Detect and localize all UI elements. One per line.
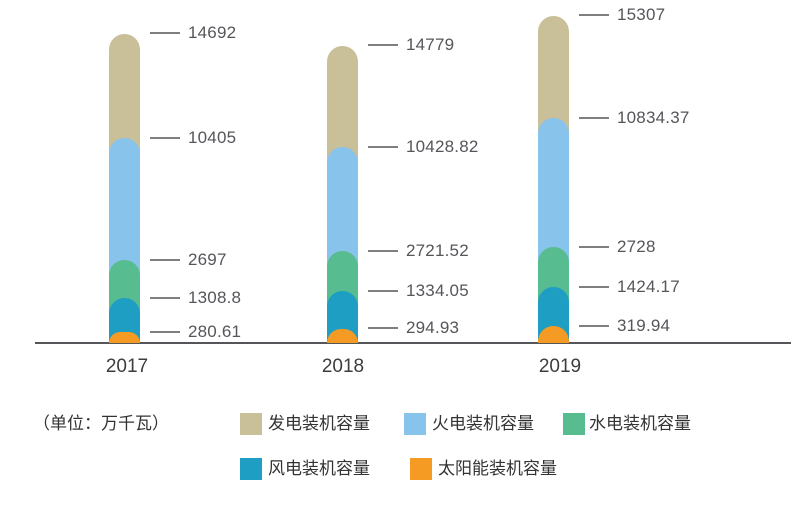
legend-swatch-wind [240,458,262,480]
value-hydro-2019: 2728 [617,237,656,256]
value-hydro-2017: 2697 [188,250,227,269]
tick-wind-2019 [579,286,609,288]
bar-segment-solar-2018 [327,329,358,343]
tick-solar-2017 [150,331,180,333]
unit-label: （单位：万千瓦） [33,414,169,433]
value-total-2017: 14692 [188,23,237,42]
bar-segment-solar-2019 [538,326,569,343]
year-label-2018: 2018 [321,356,365,377]
value-total-2019: 15307 [617,5,666,24]
value-solar-2019: 319.94 [617,316,671,335]
value-solar-2017: 280.61 [188,322,242,341]
x-axis-line [35,342,791,344]
tick-total-2019 [579,14,609,16]
tick-total-2018 [368,44,398,46]
tick-thermal-2019 [579,117,609,119]
legend-label-total: 发电装机容量 [268,414,370,433]
tick-total-2017 [150,32,180,34]
value-wind-2017: 1308.8 [188,288,242,307]
legend-swatch-hydro [563,413,585,435]
legend-label-wind: 风电装机容量 [268,459,370,478]
value-solar-2018: 294.93 [406,318,460,337]
tick-solar-2018 [368,327,398,329]
legend-swatch-total [240,413,262,435]
legend-label-solar: 太阳能装机容量 [438,459,557,478]
value-wind-2018: 1334.05 [406,281,469,300]
legend-label-hydro: 水电装机容量 [589,414,691,433]
value-total-2018: 14779 [406,35,455,54]
value-thermal-2018: 10428.82 [406,137,479,156]
tick-hydro-2017 [150,259,180,261]
legend-swatch-solar [410,458,432,480]
value-hydro-2018: 2721.52 [406,241,469,260]
year-label-2017: 2017 [105,356,149,377]
legend-swatch-thermal [404,413,426,435]
year-label-2019: 2019 [538,356,582,377]
tick-solar-2019 [579,325,609,327]
bar-segment-solar-2017 [109,332,140,343]
tick-hydro-2019 [579,246,609,248]
tick-wind-2017 [150,297,180,299]
tick-thermal-2018 [368,146,398,148]
tick-thermal-2017 [150,137,180,139]
legend-label-thermal: 火电装机容量 [432,414,534,433]
tick-hydro-2018 [368,250,398,252]
value-thermal-2017: 10405 [188,128,237,147]
tick-wind-2018 [368,290,398,292]
value-wind-2019: 1424.17 [617,277,680,296]
value-thermal-2019: 10834.37 [617,108,690,127]
